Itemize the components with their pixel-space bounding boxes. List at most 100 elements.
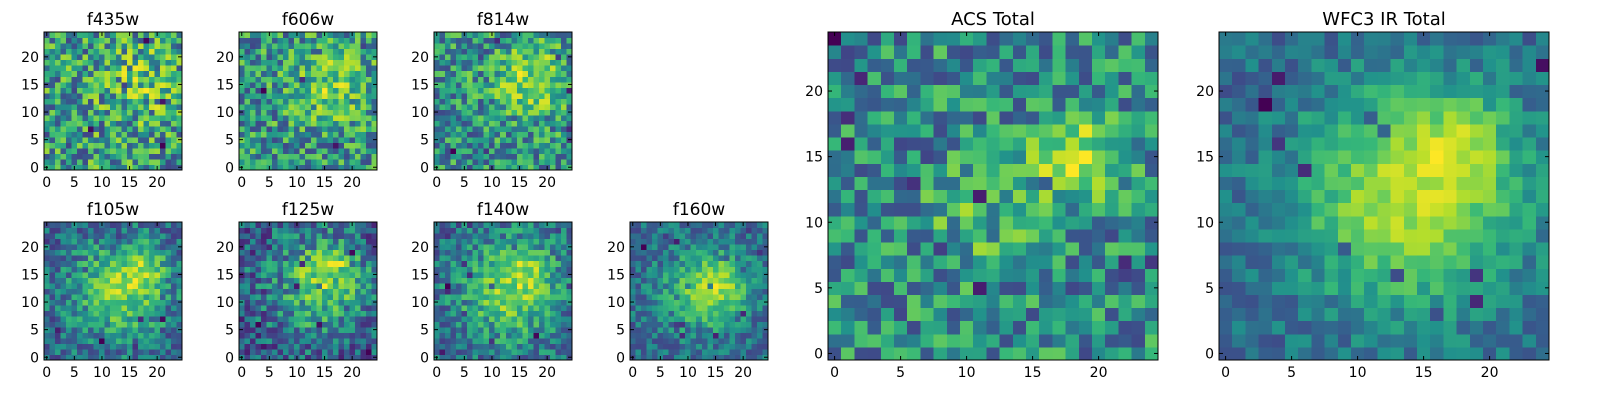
heatmap-cell xyxy=(1078,215,1093,230)
heatmap-cell xyxy=(533,222,540,229)
heatmap-cell xyxy=(472,37,479,44)
heatmap-cell xyxy=(272,120,279,127)
heatmap-cell xyxy=(533,120,540,127)
heatmap-cell xyxy=(907,320,921,335)
heatmap-cell xyxy=(327,153,334,160)
heatmap-cell xyxy=(310,222,317,229)
heatmap-cell xyxy=(538,337,545,345)
heatmap-cell xyxy=(110,249,117,256)
heatmap-cell xyxy=(338,125,345,132)
heatmap-cell xyxy=(283,293,290,300)
heatmap-cell xyxy=(511,233,518,240)
heatmap-cell xyxy=(690,315,697,322)
heatmap-cell xyxy=(527,92,534,99)
heatmap-cell xyxy=(907,255,921,269)
heatmap-cell xyxy=(701,255,708,262)
heatmap-cell xyxy=(266,266,273,273)
heatmap-cell xyxy=(494,348,501,356)
heatmap-cell xyxy=(751,244,758,251)
heatmap-cell xyxy=(516,233,523,240)
heatmap-cell xyxy=(1026,241,1040,256)
heatmap-cell xyxy=(132,43,139,50)
heatmap-cell xyxy=(478,282,485,289)
heatmap-cell xyxy=(894,176,908,191)
heatmap-cell xyxy=(261,142,268,149)
heatmap-cell xyxy=(1092,320,1106,335)
heatmap-cell xyxy=(527,125,534,132)
heatmap-cell xyxy=(712,266,719,273)
heatmap-cell xyxy=(255,65,262,72)
heatmap-cell xyxy=(1052,281,1067,295)
heatmap-cell xyxy=(349,227,356,234)
heatmap-cell xyxy=(533,59,540,66)
heatmap-cell xyxy=(66,131,73,138)
heatmap-cell xyxy=(483,147,490,155)
heatmap-cell xyxy=(310,227,317,234)
heatmap-cell xyxy=(729,271,736,278)
heatmap-cell xyxy=(544,282,551,289)
heatmap-cell xyxy=(154,249,161,256)
heatmap-cell xyxy=(933,320,948,335)
heatmap-cell xyxy=(867,268,882,282)
heatmap-cell xyxy=(450,288,457,295)
heatmap-cell xyxy=(244,65,251,72)
heatmap-cell xyxy=(137,103,144,110)
heatmap-cell xyxy=(343,299,350,306)
heatmap-cell xyxy=(544,76,551,83)
heatmap-cell xyxy=(511,87,518,94)
heatmap-cell xyxy=(255,98,262,105)
heatmap-cell xyxy=(338,348,345,356)
heatmap-cell xyxy=(740,288,747,295)
heatmap-cell xyxy=(343,158,350,166)
heatmap-cell xyxy=(332,32,339,39)
heatmap-cell xyxy=(828,346,842,361)
heatmap-cell xyxy=(1144,215,1159,230)
heatmap-cell xyxy=(472,321,479,328)
heatmap-cell xyxy=(511,348,518,356)
heatmap-cell xyxy=(467,348,474,356)
heatmap-cell xyxy=(255,142,262,149)
heatmap-cell xyxy=(511,147,518,155)
heatmap-cell xyxy=(1012,268,1027,282)
heatmap-cell xyxy=(332,98,339,105)
heatmap-cell xyxy=(533,282,540,289)
heatmap-cell xyxy=(522,153,529,160)
heatmap-cell xyxy=(88,109,95,116)
heatmap-cell xyxy=(467,227,474,234)
heatmap-cell xyxy=(489,321,496,328)
heatmap-cell xyxy=(288,343,295,350)
heatmap-cell xyxy=(272,98,279,105)
heatmap-cell xyxy=(110,158,117,166)
heatmap-cell xyxy=(299,120,306,127)
heatmap-cell xyxy=(663,354,670,361)
heatmap-cell xyxy=(723,227,730,234)
heatmap-cell xyxy=(88,164,95,171)
heatmap-cell xyxy=(516,131,523,138)
heatmap-cell xyxy=(121,288,128,295)
heatmap-cell xyxy=(461,98,468,105)
heatmap-cell xyxy=(439,142,446,149)
heatmap-cell xyxy=(77,348,84,356)
heatmap-cell xyxy=(316,354,323,361)
heatmap-cell xyxy=(685,266,692,273)
heatmap-cell xyxy=(170,354,178,361)
heatmap-cell xyxy=(261,109,268,116)
heatmap-cell xyxy=(701,260,708,267)
heatmap-cell xyxy=(467,37,474,44)
heatmap-cell xyxy=(121,304,128,311)
heatmap-cell xyxy=(740,310,747,317)
heatmap-cell xyxy=(310,244,317,251)
heatmap-cell xyxy=(920,268,935,282)
heatmap-cell xyxy=(500,326,507,333)
heatmap-cell xyxy=(132,266,139,273)
heatmap-cell xyxy=(371,65,378,72)
heatmap-cell xyxy=(434,343,441,350)
heatmap-cell xyxy=(841,241,855,256)
heatmap-cell xyxy=(148,260,155,267)
heatmap-cell xyxy=(461,233,468,240)
heatmap-cell xyxy=(272,76,279,83)
heatmap-cell xyxy=(549,32,557,39)
heatmap-cell xyxy=(467,147,474,155)
heatmap-cell xyxy=(489,65,496,72)
heatmap-cell xyxy=(854,189,869,204)
